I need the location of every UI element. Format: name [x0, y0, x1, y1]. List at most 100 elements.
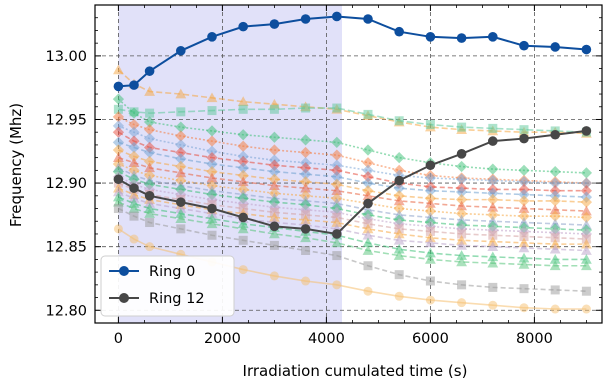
- background-series-point: [299, 162, 312, 174]
- background-series-point: [519, 284, 529, 294]
- background-series-point: [301, 103, 311, 113]
- background-series-point: [363, 109, 373, 119]
- background-series-point: [393, 182, 405, 194]
- background-series-point: [393, 243, 405, 254]
- series-point: [144, 191, 155, 201]
- background-series-point: [331, 217, 343, 227]
- background-series-point: [237, 162, 249, 174]
- axis-ticks: 0 2000 4000 6000 8000 12.80 12.85 12.90 12.95 13.…: [45, 4, 602, 347]
- background-series-point: [424, 185, 437, 197]
- background-series-point: [145, 218, 155, 228]
- background-series-point: [331, 237, 343, 248]
- background-series-point: [518, 237, 530, 248]
- background-series-point: [549, 166, 561, 178]
- background-series-point: [331, 149, 343, 161]
- background-series-point: [549, 254, 561, 264]
- background-series-point: [424, 172, 437, 184]
- background-series-point: [455, 173, 468, 185]
- series-point: [488, 32, 498, 42]
- background-series-point: [300, 232, 311, 243]
- series-point: [456, 33, 467, 43]
- background-series-2: [112, 93, 593, 179]
- series-point: [176, 197, 186, 207]
- background-series-point: [237, 140, 249, 152]
- series-point: [332, 229, 342, 239]
- background-series-point: [207, 106, 217, 116]
- background-series-point: [455, 186, 468, 198]
- background-series-point: [393, 209, 405, 220]
- background-series-point: [128, 107, 140, 119]
- background-series-point: [128, 198, 140, 208]
- background-series-point: [393, 195, 405, 206]
- series-point: [394, 175, 405, 186]
- background-series-17: [113, 196, 592, 271]
- background-series-point: [175, 146, 187, 159]
- series-ring-12: [113, 126, 592, 239]
- series-point: [550, 42, 560, 52]
- background-series-point: [300, 214, 311, 225]
- background-series-point: [128, 135, 140, 147]
- background-series-point: [300, 182, 311, 193]
- background-series-point: [332, 251, 342, 261]
- background-series-point: [456, 200, 467, 211]
- background-series-point: [175, 130, 187, 142]
- background-series-7: [112, 144, 593, 208]
- background-series-point: [488, 230, 498, 240]
- background-series-point: [112, 136, 125, 149]
- y-tick-label: 12.90: [45, 176, 87, 192]
- background-series-point: [128, 126, 140, 138]
- background-series-point: [362, 157, 374, 169]
- background-series-point: [488, 300, 498, 310]
- series-point: [519, 40, 529, 51]
- background-series-point: [519, 303, 529, 313]
- series-point: [425, 160, 436, 171]
- background-series-point: [549, 260, 561, 271]
- background-series-point: [145, 242, 155, 252]
- background-series-point: [176, 107, 186, 117]
- background-series-point: [425, 198, 436, 208]
- background-series-point: [331, 185, 343, 196]
- background-series-point: [299, 168, 312, 180]
- background-series-point: [456, 256, 467, 267]
- background-series-point: [175, 167, 187, 178]
- background-series-point: [457, 229, 467, 239]
- background-series-point: [237, 169, 249, 182]
- background-series-point: [269, 228, 280, 239]
- background-series-point: [129, 211, 139, 221]
- background-series-point: [206, 218, 218, 229]
- background-series-point: [581, 260, 592, 271]
- background-series-point: [331, 136, 343, 149]
- background-series-point: [269, 104, 279, 114]
- series-point: [581, 44, 592, 55]
- background-series-point: [268, 166, 281, 178]
- background-series-point: [581, 245, 592, 255]
- background-series-point: [519, 232, 529, 242]
- legend: Ring 0 Ring 12: [100, 255, 235, 317]
- background-series-point: [550, 304, 560, 314]
- background-series-point: [518, 188, 530, 201]
- background-series-point: [362, 177, 374, 189]
- background-series-point: [549, 243, 561, 254]
- background-series-point: [455, 193, 468, 206]
- background-series-point: [518, 217, 530, 227]
- background-series-point: [363, 261, 373, 271]
- background-series-point: [393, 152, 405, 164]
- background-series-point: [237, 218, 249, 229]
- background-series-point: [238, 235, 248, 245]
- background-series-8: [113, 152, 592, 216]
- background-series-point: [518, 259, 530, 269]
- background-series-point: [206, 166, 218, 178]
- background-series-line: [118, 201, 587, 267]
- background-series-point: [143, 155, 156, 168]
- background-series-point: [128, 192, 140, 203]
- legend-ring-12-marker: [119, 293, 129, 303]
- background-series-point: [362, 245, 374, 255]
- background-series-point: [268, 144, 281, 156]
- background-series-point: [269, 240, 279, 250]
- y-tick-label: 12.95: [45, 112, 87, 128]
- background-series-point: [113, 204, 123, 214]
- background-series-point: [518, 242, 530, 253]
- background-series-point: [519, 125, 529, 135]
- x-tick-label: 2000: [204, 331, 241, 347]
